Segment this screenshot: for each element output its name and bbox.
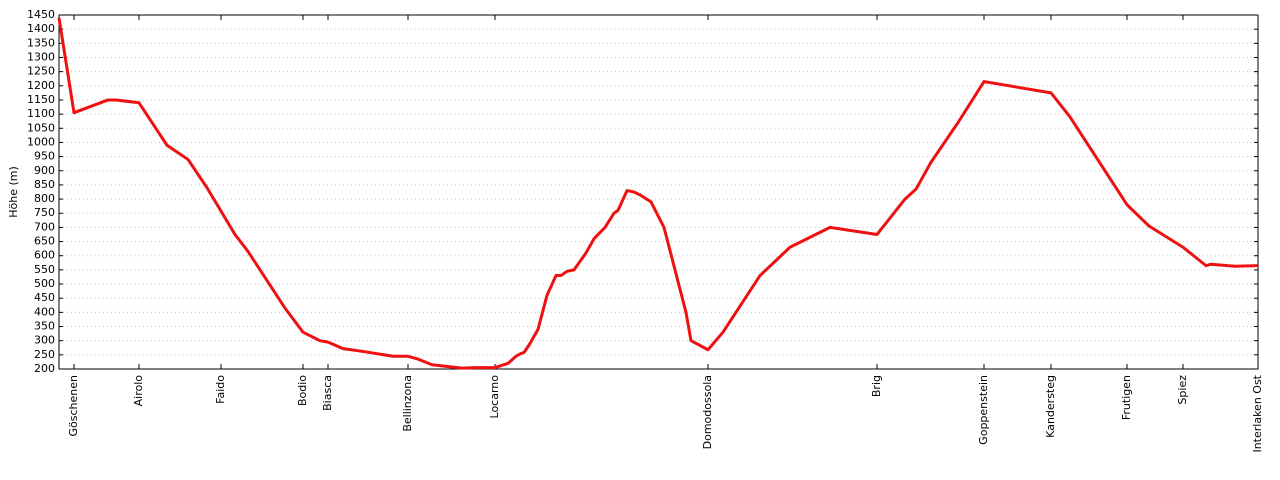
y-tick-label: 1050 [27, 121, 55, 134]
y-tick-label: 550 [34, 263, 55, 276]
y-tick-label: 250 [34, 348, 55, 361]
y-tick-label: 1100 [27, 107, 55, 120]
y-tick-label: 1250 [27, 65, 55, 78]
station-label: Goppenstein [977, 375, 990, 445]
y-axis-label: Höhe (m) [7, 166, 20, 218]
y-tick-label: 900 [34, 164, 55, 177]
station-label: Spiez [1176, 375, 1189, 405]
y-tick-label: 450 [34, 291, 55, 304]
station-label: Kandersteg [1044, 375, 1057, 438]
y-tick-label: 400 [34, 305, 55, 318]
y-tick-label: 350 [34, 320, 55, 333]
station-label: Bodio [296, 375, 309, 406]
elevation-line [57, 17, 1259, 370]
station-label: Göschenen [67, 375, 80, 437]
y-tick-label: 1350 [27, 36, 55, 49]
y-tick-label: 500 [34, 277, 55, 290]
y-tick-label: 850 [34, 178, 55, 191]
plot-frame [58, 14, 1259, 370]
y-tick-label: 800 [34, 192, 55, 205]
station-label: Interlaken Ost [1251, 374, 1264, 452]
y-tick-label: 700 [34, 220, 55, 233]
y-tick-label: 950 [34, 150, 55, 163]
y-tick-label: 1200 [27, 79, 55, 92]
station-label: Brig [870, 375, 883, 397]
station-label: Domodossola [701, 375, 714, 449]
y-tick-label: 1150 [27, 93, 55, 106]
station-label: Airolo [132, 375, 145, 407]
y-tick-label: 1450 [27, 8, 55, 21]
y-tick-label: 300 [34, 334, 55, 347]
y-tick-label: 1000 [27, 135, 55, 148]
station-label: Biasca [321, 375, 334, 411]
y-tick-label: 1300 [27, 50, 55, 63]
y-tick-label: 600 [34, 249, 55, 262]
station-label: Locarno [488, 375, 501, 419]
y-tick-label: 650 [34, 235, 55, 248]
station-label: Faido [214, 375, 227, 404]
y-tick-label: 750 [34, 206, 55, 219]
y-tick-label: 1400 [27, 22, 55, 35]
station-label: Bellinzona [401, 375, 414, 432]
y-tick-label: 200 [34, 362, 55, 375]
station-label: Frutigen [1120, 375, 1133, 420]
